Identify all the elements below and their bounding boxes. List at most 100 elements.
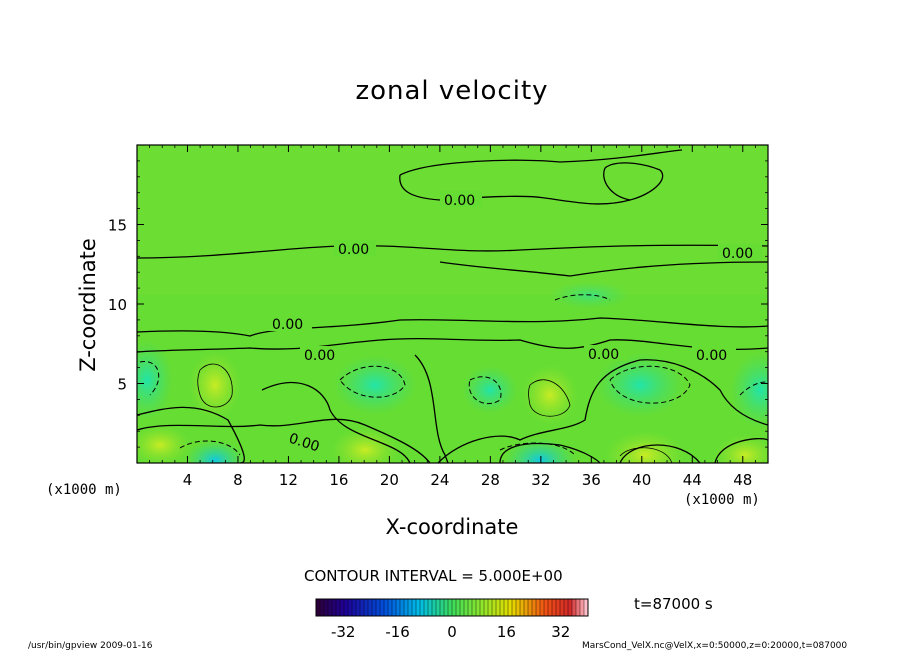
colorbar-cell [556,599,561,616]
zero-contours [137,149,768,463]
colorbar-cell [324,599,329,616]
contour-line [139,361,160,396]
colorbar-cell [388,599,393,616]
colorbar-cell [576,599,581,616]
x-axis: 4 8 12 16 20 24 28 32 36 40 44 48 [149,145,769,489]
contour-line [399,149,683,205]
footer-right: MarsCond_VelX.nc@VelX,x=0:50000,z=0:2000… [582,641,848,651]
colorbar-cell [568,599,573,616]
x-tick-label: 24 [430,471,449,489]
colorbar-cell [448,599,453,616]
contour-line [468,376,502,405]
blob [715,435,768,463]
x-tick-label: 36 [582,471,601,489]
colorbar-cell [336,599,341,616]
colorbar-cell [468,599,473,616]
colorbar-cell [348,599,353,616]
y-axis: 5 10 15 [108,160,768,448]
blob [137,425,190,463]
colorbar-cell [368,599,373,616]
y-tick-label: 15 [108,217,127,235]
colorbar-cell [436,599,441,616]
colorbar-cell [364,599,369,616]
x-tick-label: 48 [733,471,752,489]
colorbar-cell [356,599,361,616]
colorbar-cell [376,599,381,616]
colorbar-cell [516,599,521,616]
colorbar-tick-label: -16 [385,623,410,641]
colorbar-cell [572,599,577,616]
contour-line [137,244,768,259]
colorbar-frame [315,598,589,617]
x-tick-label: 8 [233,471,243,489]
colorbar-cell [548,599,553,616]
contour-line [179,440,241,456]
contour-line [609,365,691,404]
contour-line [137,418,768,463]
colorbar-tick-label: 16 [497,623,516,641]
contour-line [739,381,768,396]
colorbar-cell [360,599,365,616]
colorbar-cell [584,599,589,616]
x-tick-label: 16 [329,471,348,489]
colorbar-cell [564,599,569,616]
contour-line [499,442,576,456]
colorbar-cell [344,599,349,616]
colorbar-cell [480,599,485,616]
blob [333,355,417,415]
colorbar-cell [452,599,457,616]
contour-interval: CONTOUR INTERVAL = 5.000E+00 [304,567,563,585]
colorbar-cell [540,599,545,616]
contour-line [619,447,673,463]
colorbar-cell [464,599,469,616]
colorbar-cell [496,599,501,616]
contour-label: 0.00 [304,348,335,364]
colorbar-cell [512,599,517,616]
colorbar-cell [392,599,397,616]
negative-contours [139,294,768,456]
colorbar-cell [380,599,385,616]
colorbar-cell [460,599,465,616]
contour-label: 0.00 [588,347,619,363]
colorbar-cell [492,599,497,616]
blob [462,366,518,414]
colorbar-cell [332,599,337,616]
colorbar-cell [484,599,489,616]
colorbar-tick-label: -32 [331,623,356,641]
colorbar-ticks: -32 -16 0 16 32 [331,623,570,641]
x-tick-label: 20 [380,471,399,489]
colorbar-tick-label: 0 [447,623,457,641]
colorbar-cell [544,599,549,616]
contour-label: 0.00 [722,246,753,262]
colorbar-cell [528,599,533,616]
colorbar-cell [424,599,429,616]
colorbar-cell [400,599,405,616]
colorbar [315,598,589,617]
x-tick-label: 28 [481,471,500,489]
colorbar-cell [408,599,413,616]
colorbar-cell [412,599,417,616]
colorbar-cell [340,599,345,616]
colorbar-cell [504,599,509,616]
colorbar-cell [384,599,389,616]
positive-contours [197,363,673,463]
contour-label: 0.00 [696,348,727,364]
colorbar-cell [440,599,445,616]
x-unit-right: (x1000 m) [684,492,760,508]
x-tick-label: 40 [632,471,651,489]
contour-line [414,354,768,463]
colorbar-tick-label: 32 [551,623,570,641]
x-unit-left: (x1000 m) [46,482,122,498]
contour-label: 0.00 [338,242,369,258]
contour-label: 0.00 [444,193,475,209]
colorbar-cell [328,599,333,616]
colorbar-cell [320,599,325,616]
colorbar-cell [404,599,409,616]
contour-line [603,162,664,201]
footer-left: /usr/bin/gpview 2009-01-16 [28,641,153,651]
y-tick-label: 10 [108,296,127,314]
chart-title: zonal velocity [355,76,549,106]
time-label: t=87000 s [634,595,713,613]
colorbar-cell [456,599,461,616]
